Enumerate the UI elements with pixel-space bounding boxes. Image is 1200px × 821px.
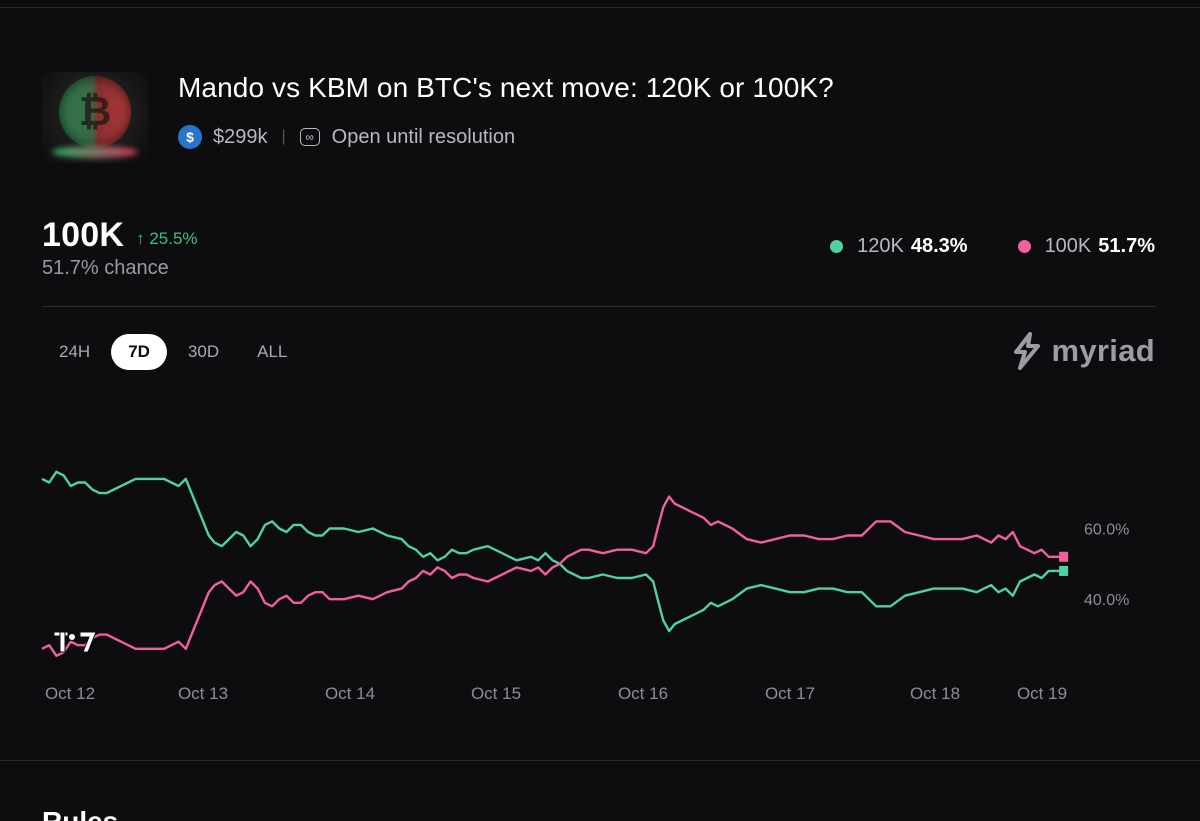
market-title: Mando vs KBM on BTC's next move: 120K or…	[178, 72, 834, 103]
section-divider	[42, 306, 1156, 307]
tradingview-logo-icon	[53, 631, 97, 653]
x-tick-label: Oct 12	[45, 684, 95, 703]
chart-svg[interactable]: 60.0%40.0% Oct 12 Oct 13 Oct 14 Oct 15 Oct 1…	[0, 420, 1200, 720]
thumbnail-glow	[52, 146, 138, 158]
legend-dot-100k	[1017, 240, 1031, 253]
usdc-icon: $	[178, 125, 202, 149]
selected-outcome-chance: 51.7% chance	[42, 257, 169, 279]
bitcoin-coin-image	[59, 76, 131, 148]
chart-legend: 120K 48.3% 100K 51.7%	[780, 235, 1155, 258]
time-range-selector: 24H 7D 30D ALL	[42, 334, 308, 370]
series-line-120k	[41, 470, 1064, 633]
x-tick-label: Oct 14	[325, 684, 375, 703]
bottom-divider	[0, 760, 1200, 761]
y-axis-labels: 60.0% 40.0%	[1084, 521, 1129, 609]
market-status: Open until resolution	[331, 125, 516, 148]
bitcoin-symbol-icon: ₿	[78, 89, 112, 135]
x-tick-label: Oct 15	[471, 684, 521, 703]
end-markers	[1059, 551, 1069, 576]
x-tick-label: Oct 16	[618, 684, 668, 703]
legend-dot-120k	[830, 240, 844, 253]
legend-item-120k[interactable]: 120K 48.3%	[830, 235, 968, 258]
myriad-brand: myriad	[1010, 332, 1155, 370]
legend-item-100k[interactable]: 100K 51.7%	[1017, 235, 1155, 258]
market-thumbnail: ₿	[42, 72, 148, 163]
x-tick-label: Oct 17	[765, 684, 815, 703]
legend-pct-120k: 48.3%	[910, 235, 968, 257]
range-tab-30d[interactable]: 30D	[187, 342, 220, 361]
series-line-100k	[41, 495, 1064, 658]
series-layer	[41, 470, 1064, 658]
range-tab-all[interactable]: ALL	[257, 342, 288, 361]
top-divider	[0, 7, 1200, 8]
market-meta: $ $299k | ∞ Open until resolution	[178, 122, 515, 152]
range-tab-7d[interactable]: 7D	[111, 334, 167, 370]
legend-pct-100k: 51.7%	[1098, 235, 1155, 257]
selected-outcome-change: ↑ 25.5%	[136, 229, 198, 248]
legend-label-120k: 120K	[857, 235, 904, 257]
x-tick-label: Oct 19	[1017, 684, 1067, 703]
price-chart[interactable]: 60.0% 40.0% Oct 12 Oct 13 Oct 14 Oct 15 Oct 1…	[0, 420, 1200, 720]
selected-outcome: 100K ↑ 25.5%	[42, 216, 198, 255]
x-tick-label: Oct 18	[910, 684, 960, 703]
infinity-icon: ∞	[299, 128, 320, 146]
x-tick-label: Oct 13	[178, 684, 228, 703]
series-end-marker-100k	[1059, 551, 1069, 562]
series-end-marker-120k	[1059, 565, 1069, 576]
market-volume: $299k	[213, 125, 268, 148]
y-tick-label: 60.0%	[1084, 521, 1129, 538]
myriad-logo-icon	[1013, 332, 1040, 370]
rules-heading: Rules	[42, 808, 118, 821]
brand-name: myriad	[1051, 333, 1155, 368]
meta-separator: |	[281, 128, 286, 145]
x-axis-labels: Oct 12 Oct 13 Oct 14 Oct 15 Oct 16 Oct 17 Oct …	[45, 684, 1067, 703]
range-tab-24h[interactable]: 24H	[59, 342, 91, 361]
y-tick-label: 40.0%	[1084, 592, 1129, 609]
selected-outcome-label: 100K	[42, 216, 125, 254]
legend-label-100k: 100K	[1044, 235, 1092, 257]
